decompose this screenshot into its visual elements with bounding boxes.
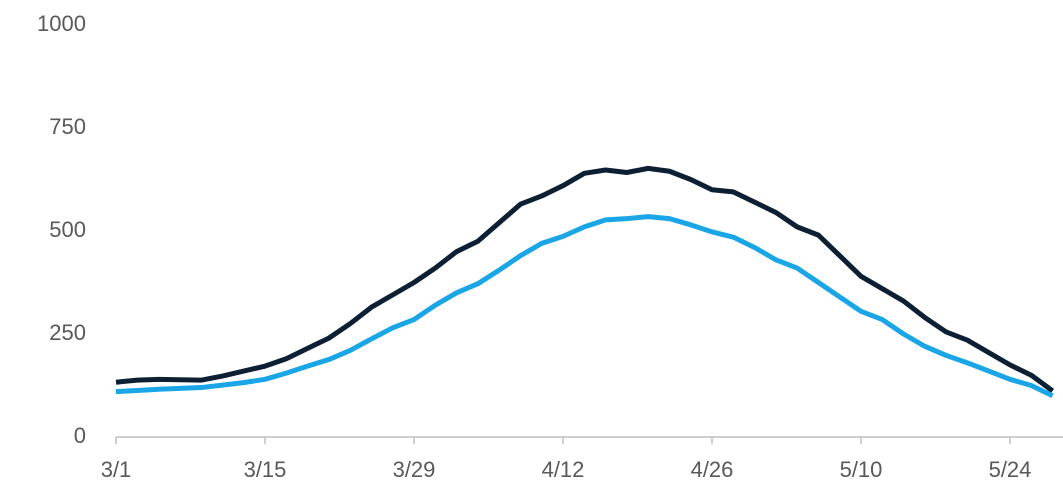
x-tick-label: 3/29: [393, 457, 436, 482]
x-tick-label: 5/10: [840, 457, 883, 482]
y-tick-label: 500: [49, 217, 86, 242]
x-tick-label: 3/1: [101, 457, 132, 482]
series-line: [115, 165, 1055, 393]
y-tick-label: 1000: [37, 11, 86, 36]
x-tick-label: 4/12: [542, 457, 585, 482]
series-line: [115, 214, 1054, 399]
y-tick-label: 0: [74, 423, 86, 448]
y-tick-label: 750: [49, 114, 86, 139]
x-tick-label: 5/24: [989, 457, 1032, 482]
x-tick-label: 3/15: [244, 457, 287, 482]
y-tick-label: 250: [49, 320, 86, 345]
x-tick-label: 4/26: [691, 457, 734, 482]
